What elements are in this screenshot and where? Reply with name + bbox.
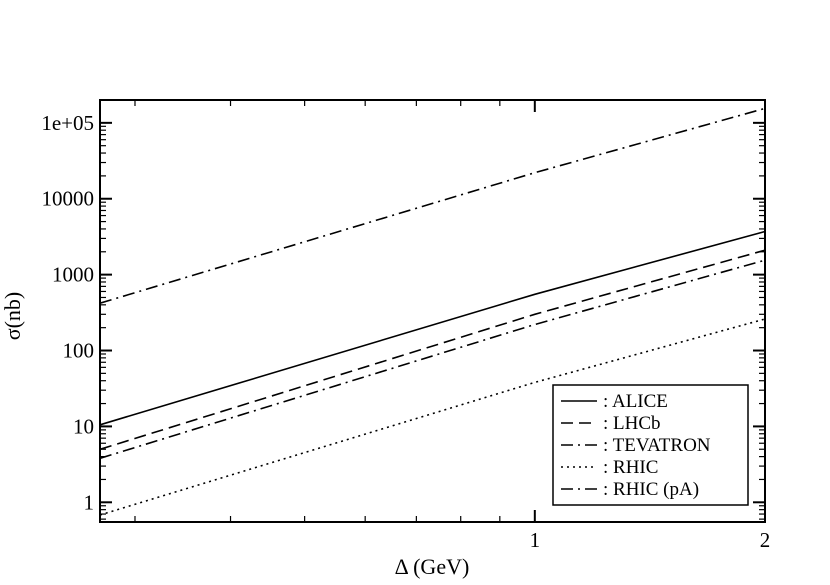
y-tick-label: 10000 bbox=[42, 187, 95, 211]
series-line-4 bbox=[99, 107, 766, 304]
legend-entry: : LHCb bbox=[603, 413, 661, 434]
major-ticks: 1 10 100 1000 10000 1e+05 1 2 bbox=[41, 100, 770, 552]
y-tick-label: 1 bbox=[84, 490, 95, 514]
series-line-2 bbox=[99, 259, 766, 460]
series-line-1 bbox=[99, 249, 766, 451]
y-tick-label: 10 bbox=[73, 414, 94, 438]
legend-entry: : RHIC (pA) bbox=[603, 479, 699, 500]
legend-entry: : RHIC bbox=[603, 457, 658, 478]
legend: : ALICE: LHCb: TEVATRON: RHIC: RHIC (pA) bbox=[552, 384, 749, 506]
y-tick-label: 100 bbox=[63, 339, 95, 363]
legend-entry: : ALICE bbox=[603, 391, 668, 412]
x-tick-label: 2 bbox=[760, 528, 771, 552]
series-line-3 bbox=[99, 318, 766, 516]
x-tick-label: 1 bbox=[530, 528, 541, 552]
series-layer bbox=[99, 107, 766, 516]
y-axis-label: σ(nb) bbox=[0, 292, 25, 341]
legend-entry: : TEVATRON bbox=[603, 435, 711, 456]
y-tick-label: 1e+05 bbox=[41, 111, 94, 135]
plot-area bbox=[99, 99, 766, 523]
plot-border bbox=[99, 99, 766, 523]
y-tick-label: 1000 bbox=[52, 263, 94, 287]
series-line-0 bbox=[99, 230, 766, 426]
minor-ticks bbox=[100, 99, 765, 522]
x-axis-label: Δ (GeV) bbox=[395, 554, 470, 579]
